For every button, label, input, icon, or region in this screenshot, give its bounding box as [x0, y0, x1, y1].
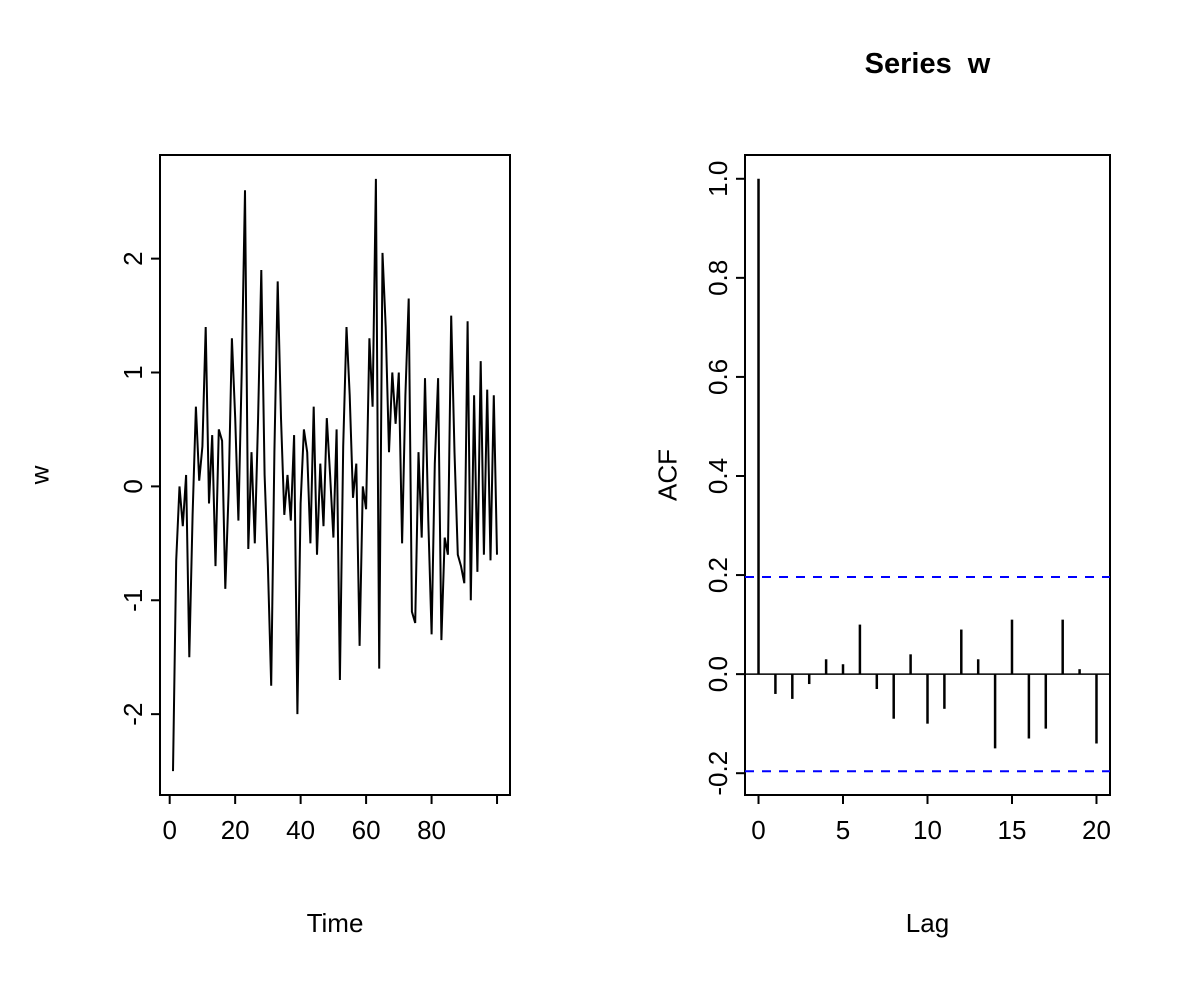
svg-text:2: 2: [118, 251, 148, 265]
svg-text:-0.2: -0.2: [703, 751, 733, 796]
w-axis-label: w: [24, 465, 55, 485]
acf-title: Series w: [864, 48, 991, 80]
svg-text:-2: -2: [118, 703, 148, 726]
svg-text:0: 0: [162, 815, 176, 845]
svg-text:0.6: 0.6: [703, 359, 733, 395]
svg-text:1.0: 1.0: [703, 161, 733, 197]
svg-text:0: 0: [118, 479, 148, 493]
svg-text:40: 40: [286, 815, 315, 845]
svg-text:0.4: 0.4: [703, 458, 733, 494]
svg-text:0.2: 0.2: [703, 557, 733, 593]
lag-axis-label: Lag: [905, 908, 950, 938]
svg-text:0: 0: [751, 815, 765, 845]
svg-text:-1: -1: [118, 589, 148, 612]
svg-text:10: 10: [913, 815, 942, 845]
acf-axis-label: ACF: [652, 449, 683, 501]
acf-plot: 0 5 10 15 20 -0.2 0.0 0.2 0.4 0.6 0.8 1.0: [703, 154, 1111, 845]
svg-text:60: 60: [352, 815, 381, 845]
svg-text:0.8: 0.8: [703, 260, 733, 296]
time-series-plot: 0 20 40 60 80 -2 -1 0 1 2: [118, 154, 511, 845]
svg-text:15: 15: [998, 815, 1027, 845]
svg-text:80: 80: [417, 815, 446, 845]
time-axis-label: Time: [306, 908, 364, 938]
svg-text:20: 20: [1082, 815, 1111, 845]
svg-text:20: 20: [221, 815, 250, 845]
svg-text:1: 1: [118, 365, 148, 379]
svg-text:0.0: 0.0: [703, 656, 733, 692]
svg-text:5: 5: [836, 815, 850, 845]
